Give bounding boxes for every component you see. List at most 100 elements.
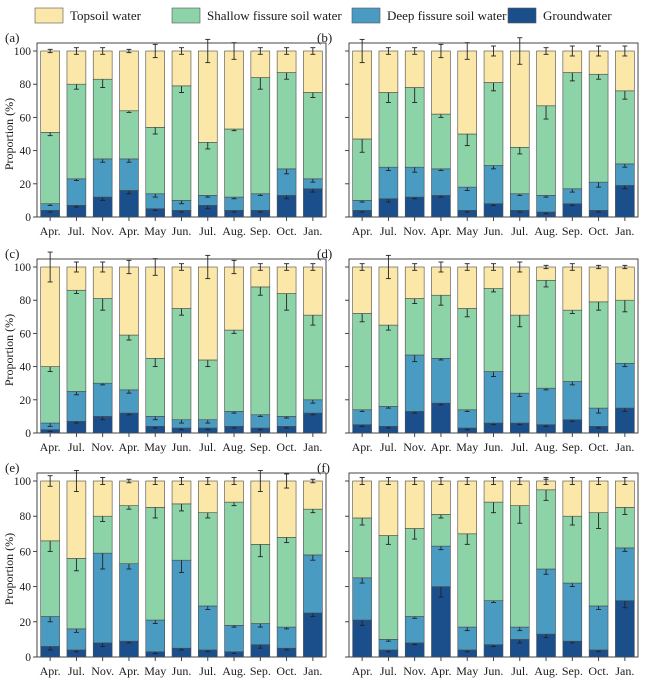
bar-stack (352, 477, 372, 658)
bar-stack (510, 37, 530, 218)
bar-segment (198, 359, 218, 421)
bar-stack (145, 258, 165, 434)
bar-segment (536, 279, 556, 389)
bar-segment (404, 354, 425, 412)
bar-stack (198, 38, 218, 218)
y-tick-label: 20 (20, 395, 32, 407)
x-tick-label: Apr. (40, 440, 61, 454)
bar-segment (352, 409, 372, 426)
bar-stack (171, 263, 192, 434)
bar-segment (536, 489, 556, 570)
bar-stack (378, 254, 399, 434)
x-tick-label: Jul. (199, 440, 216, 454)
bar-stack (431, 43, 451, 218)
bar-segment (250, 77, 271, 195)
bar-segment (615, 600, 635, 658)
bar-segment (483, 501, 504, 601)
x-tick-label: Jul. (511, 440, 528, 454)
bar-segment (457, 533, 477, 628)
bar-segment (276, 293, 297, 417)
bar-stack (615, 45, 635, 218)
bar-segment (431, 480, 451, 515)
x-tick-label: Jan. (303, 664, 322, 678)
bar-stack (510, 477, 530, 658)
bar-segment (303, 314, 323, 401)
bar-segment (536, 568, 556, 635)
x-tick-label: Sep. (250, 224, 271, 238)
x-tick-label: Oct. (276, 440, 296, 454)
bar-stack (198, 254, 218, 434)
bar-stack (352, 38, 372, 218)
bar-segment (276, 72, 297, 170)
bar-stack (457, 263, 477, 434)
bar-segment (198, 480, 218, 513)
bar-segment (303, 266, 323, 316)
bar-segment (145, 619, 165, 653)
legend-label-groundwater: Groundwater (543, 8, 612, 23)
bar-segment (615, 547, 635, 601)
legend-label-deep: Deep fissure soil water (387, 8, 507, 23)
bar-segment (198, 512, 218, 607)
bar-segment (536, 387, 556, 425)
bar-segment (66, 480, 87, 559)
x-tick-label: Jul. (68, 664, 85, 678)
bar-segment (224, 128, 244, 198)
bar-segment (276, 266, 297, 294)
y-tick-label: 0 (25, 428, 31, 440)
bar-segment (352, 50, 372, 140)
bar-segment (145, 266, 165, 359)
legend: Topsoil water Shallow fissure soil water… (34, 7, 612, 24)
bar-segment (119, 563, 139, 642)
bar-segment (303, 508, 323, 556)
bar-segment (276, 626, 297, 649)
bar-stack (40, 475, 60, 658)
x-tick-label: Jan. (303, 440, 322, 454)
bar-segment (404, 298, 425, 356)
x-tick-label: Apr. (118, 224, 139, 238)
bar-stack (303, 478, 323, 658)
bar-segment (378, 535, 399, 640)
bar-segment (536, 195, 556, 213)
bar-segment (431, 514, 451, 547)
x-tick-label: Jul. (380, 224, 397, 238)
bar-stack (224, 477, 244, 658)
x-tick-label: Aug. (534, 440, 558, 454)
bar-stack (276, 473, 297, 658)
y-axis-title: Proportion (%) (2, 314, 16, 386)
bar-segment (404, 50, 425, 88)
bar-segment (171, 266, 192, 309)
bar-segment (352, 577, 372, 621)
x-tick-label: May (456, 664, 478, 678)
bar-segment (198, 266, 218, 361)
bar-stack (145, 43, 165, 218)
bar-segment (119, 110, 139, 160)
bar-stack (457, 477, 477, 658)
bar-segment (40, 540, 60, 617)
bar-segment (352, 480, 372, 519)
x-tick-label: Apr. (430, 224, 451, 238)
bar-segment (483, 82, 504, 166)
x-tick-label: Apr. (352, 664, 373, 678)
bar-segment (510, 50, 530, 148)
bar-segment (198, 142, 218, 196)
bar-segment (119, 412, 139, 434)
bar-stack (171, 477, 192, 658)
x-tick-label: Aug. (534, 664, 558, 678)
bar-segment (615, 185, 635, 218)
y-tick-label: 40 (20, 582, 32, 594)
bar-segment (457, 308, 477, 411)
bar-stack (276, 47, 297, 218)
x-tick-label: Sep. (250, 440, 271, 454)
legend-label-shallow: Shallow fissure soil water (207, 8, 342, 23)
x-tick-label: Jan. (615, 664, 634, 678)
bar-segment (562, 309, 583, 382)
y-tick-label: 60 (20, 546, 32, 558)
x-tick-label: Aug. (222, 224, 246, 238)
bar-stack (378, 47, 399, 218)
bar-segment (404, 266, 425, 299)
x-tick-label: Jun. (484, 224, 504, 238)
bar-stack (352, 263, 372, 434)
bar-segment (145, 50, 165, 128)
x-tick-label: Apr. (118, 440, 139, 454)
